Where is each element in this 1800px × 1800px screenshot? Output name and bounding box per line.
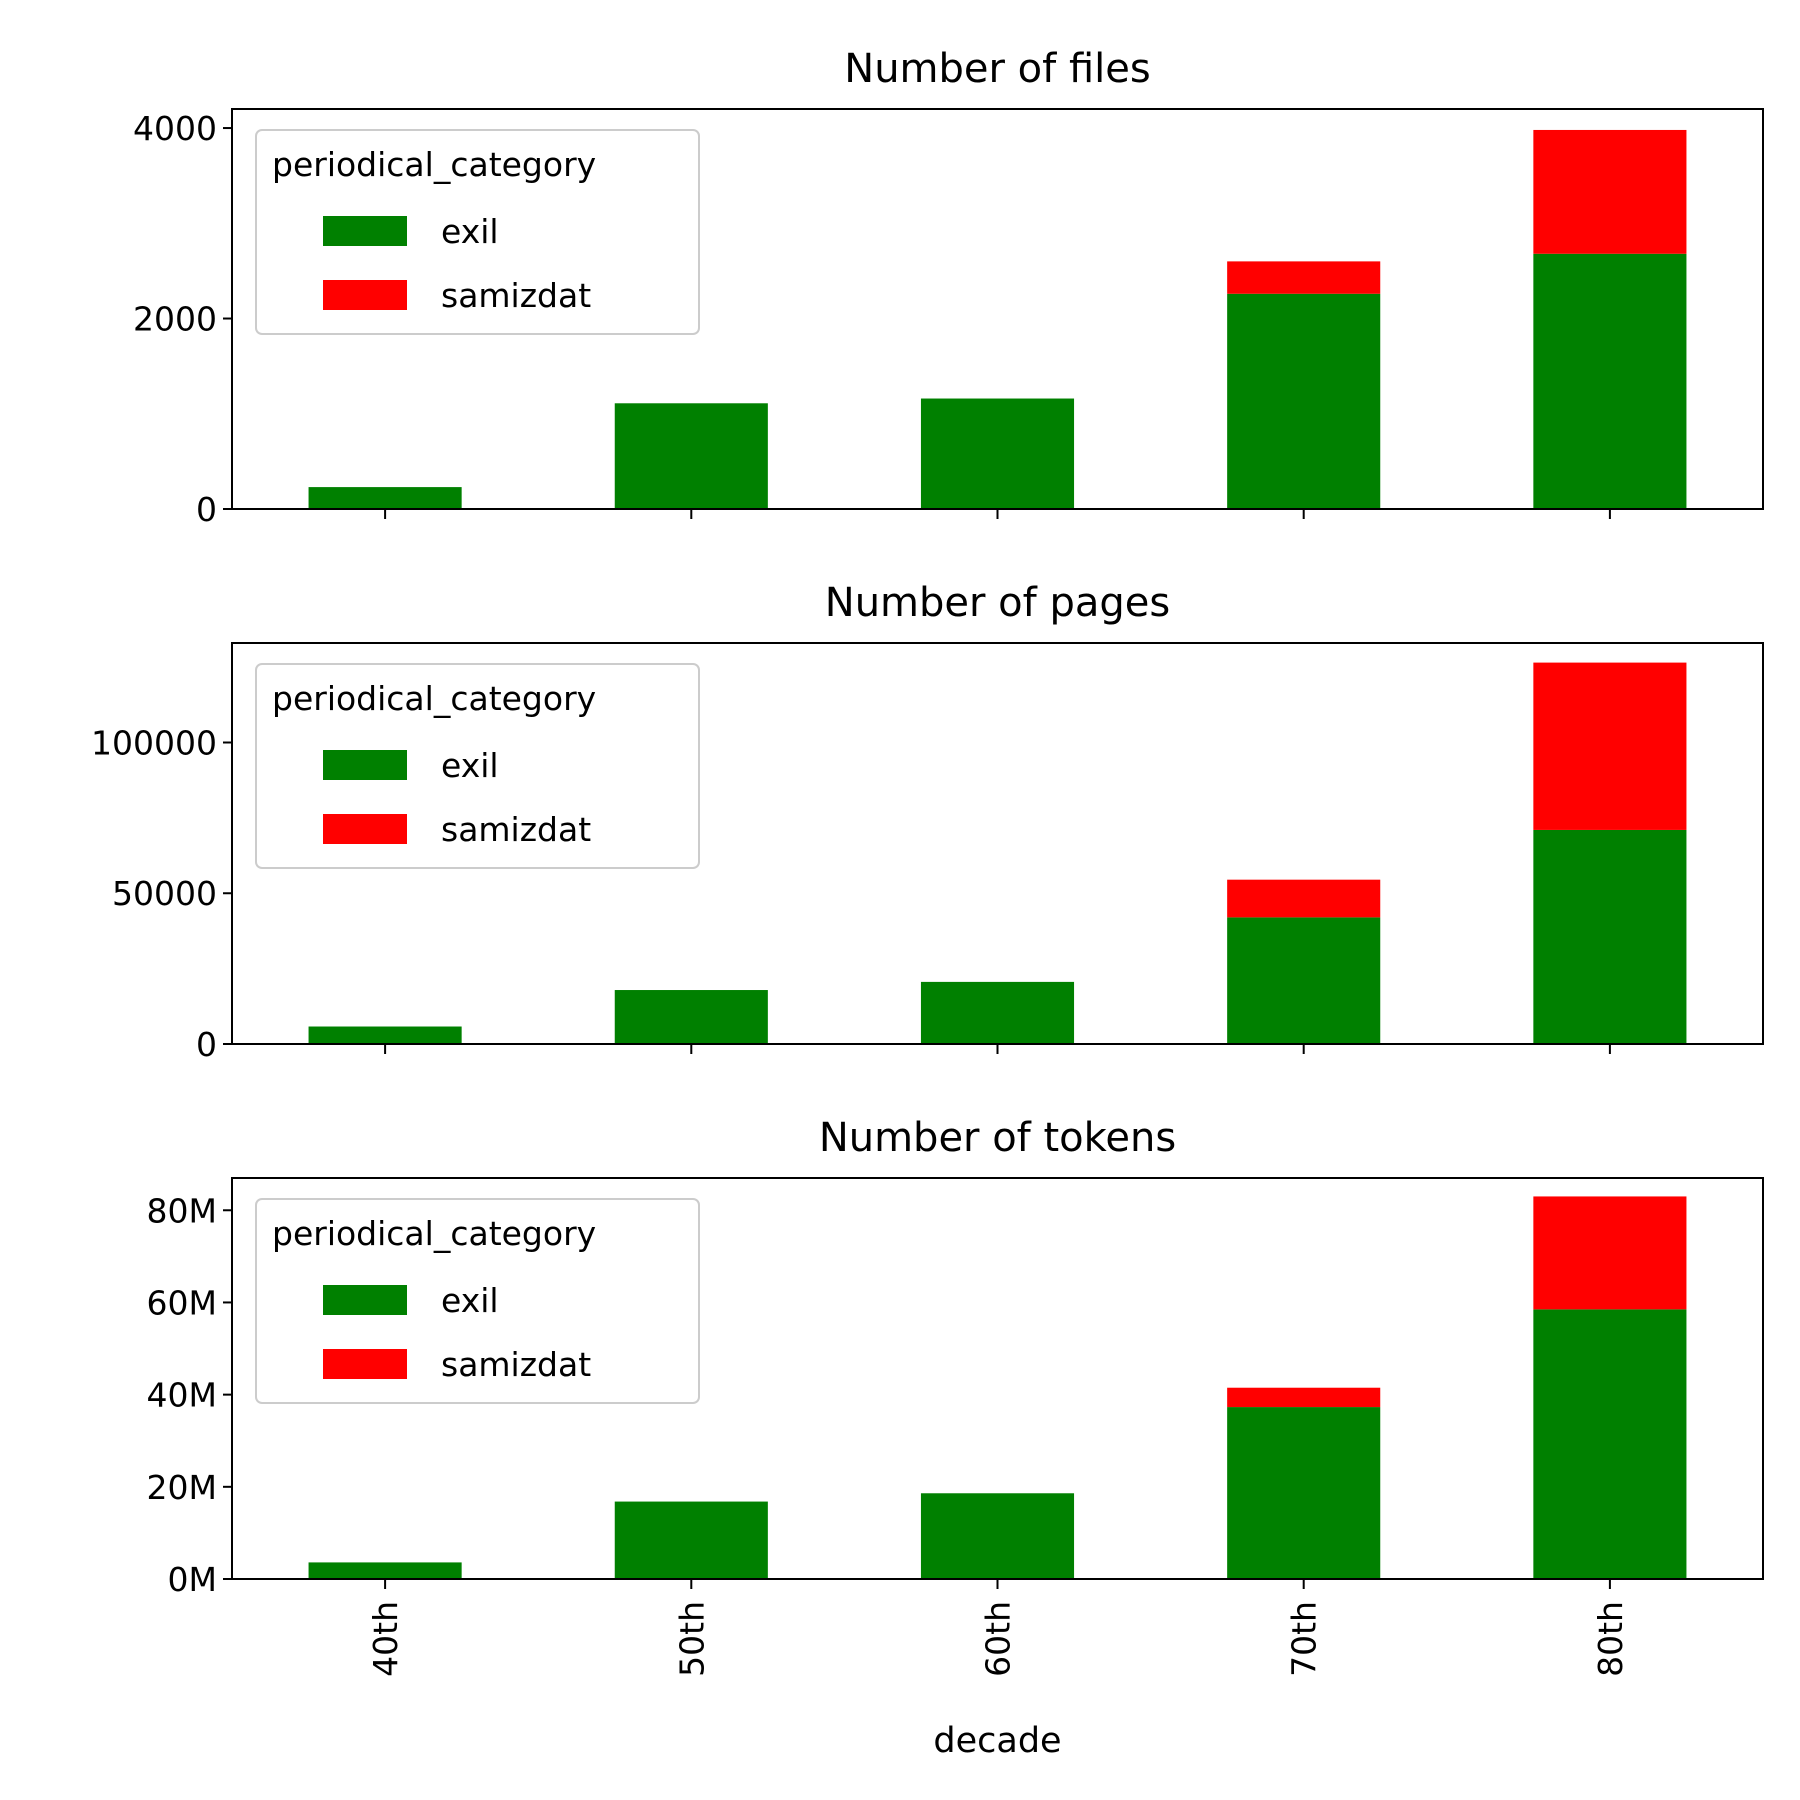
legend-swatch-samizdat <box>323 814 407 844</box>
y-tick-label: 100000 <box>91 723 217 762</box>
bar-exil-40th <box>308 487 462 509</box>
chart-panel-2: Number of pages 0 50000 100000 periodical_ca… <box>91 580 1764 1064</box>
y-tick-label: 50000 <box>112 874 217 913</box>
y-tick-label: 4000 <box>133 109 217 148</box>
bar-samizdat-70th <box>1227 1387 1381 1408</box>
bar-samizdat-80th <box>1533 662 1687 830</box>
bar-exil-80th <box>1533 253 1687 509</box>
legend-label-exil: exil <box>441 212 499 251</box>
bar-samizdat-70th <box>1227 879 1381 918</box>
bar-samizdat-80th <box>1533 129 1687 254</box>
legend-label-samizdat: samizdat <box>441 276 591 315</box>
legend-swatch-exil <box>323 750 407 780</box>
panel-title: Number of tokens <box>819 1115 1176 1161</box>
x-tick-label: 80th <box>1591 1601 1630 1677</box>
y-tick-label: 20M <box>147 1468 217 1507</box>
bar-exil-80th <box>1533 829 1687 1044</box>
bar-exil-40th <box>308 1562 462 1579</box>
bar-exil-70th <box>1227 917 1381 1044</box>
y-tick-label: 0 <box>196 490 217 529</box>
legend-swatch-exil <box>323 1285 407 1315</box>
legend-swatch-samizdat <box>323 1349 407 1379</box>
chart-panel-3: Number of tokens 0M 20M 40M 60M 80M 40th 50th 60… <box>147 1115 1764 1761</box>
legend-label-samizdat: samizdat <box>441 810 591 849</box>
y-tick-label: 60M <box>147 1283 217 1322</box>
y-tick-label: 2000 <box>133 300 217 339</box>
bar-exil-80th <box>1533 1309 1687 1579</box>
legend-title: periodical_category <box>272 679 596 718</box>
chart-panel-1: Number of files 0 2000 4000 periodical_categ… <box>133 46 1764 529</box>
legend-title: periodical_category <box>272 145 596 184</box>
bar-samizdat-80th <box>1533 1196 1687 1310</box>
bar-exil-50th <box>614 403 768 509</box>
bar-samizdat-70th <box>1227 261 1381 294</box>
y-tick-label: 0M <box>168 1560 217 1599</box>
bar-exil-40th <box>308 1026 462 1044</box>
x-axis-label: decade <box>933 1721 1061 1761</box>
y-tick-label: 40M <box>147 1376 217 1415</box>
legend-swatch-samizdat <box>323 280 407 310</box>
legend-label-exil: exil <box>441 746 499 785</box>
bar-exil-60th <box>920 398 1075 509</box>
y-tick-label: 0 <box>196 1025 217 1064</box>
x-tick-label: 40th <box>366 1601 405 1677</box>
bar-exil-50th <box>614 990 768 1044</box>
x-tick-label: 50th <box>672 1601 711 1677</box>
bar-exil-60th <box>920 981 1075 1044</box>
legend-title: periodical_category <box>272 1214 596 1253</box>
bar-exil-60th <box>920 1493 1075 1579</box>
bar-exil-70th <box>1227 293 1381 509</box>
panel-title: Number of pages <box>825 580 1170 626</box>
x-tick-label: 70th <box>1285 1601 1324 1677</box>
legend-label-samizdat: samizdat <box>441 1345 591 1384</box>
legend-swatch-exil <box>323 216 407 246</box>
x-tick-label: 60th <box>979 1601 1018 1677</box>
bar-exil-70th <box>1227 1407 1381 1579</box>
bar-exil-50th <box>614 1501 768 1579</box>
panel-title: Number of files <box>844 46 1150 92</box>
legend-label-exil: exil <box>441 1281 499 1320</box>
y-tick-label: 80M <box>147 1191 217 1230</box>
